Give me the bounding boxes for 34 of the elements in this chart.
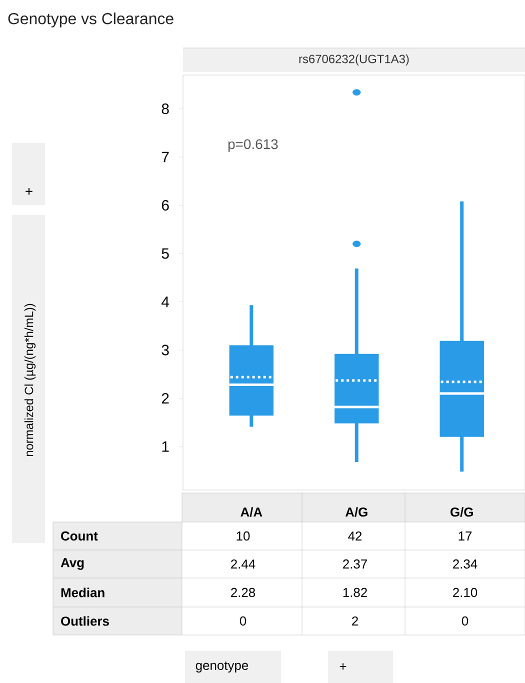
y-tick-label: 6 [162,200,169,211]
text: 2 [352,616,358,626]
text: 2.44 [231,559,256,569]
y-tick-label: 2 [162,393,169,404]
text: Outliers [61,616,109,626]
text: 10 [236,531,250,541]
x-tick-label: G/G [450,507,473,517]
text: + [26,188,32,195]
text: 17 [458,532,472,540]
y-tick-label: 4 [162,296,170,307]
text: 2.10 [453,588,478,598]
x-tick-label: A/G [345,507,368,517]
y-tick-label: 7 [162,152,169,162]
chart-title: Genotype vs Clearance [8,12,174,28]
text: 0 [240,616,246,626]
chart-subtitle: rs6706232(UGT1A3) [299,54,409,66]
text: 0 [462,616,468,626]
text: Avg [60,558,84,570]
text: genotype [196,661,248,673]
text: Median [61,588,104,598]
text: 2.28 [231,588,256,598]
y-tick-label: 3 [162,344,169,356]
y-tick-label: 5 [162,248,169,259]
y-tick-label: 1 [162,441,169,452]
annotation: p=0.613 [228,139,278,152]
x-tick-label: A/A [240,507,262,517]
text: normalized Cl (µg/(ng*h/mL)) [24,304,36,456]
text: 2.37 [343,559,367,569]
text: + [340,663,346,670]
text: 2.34 [453,559,478,569]
text: Count [61,531,98,541]
text: 1.82 [343,588,367,598]
y-tick-label: 8 [162,103,169,114]
text: 42 [348,531,362,541]
